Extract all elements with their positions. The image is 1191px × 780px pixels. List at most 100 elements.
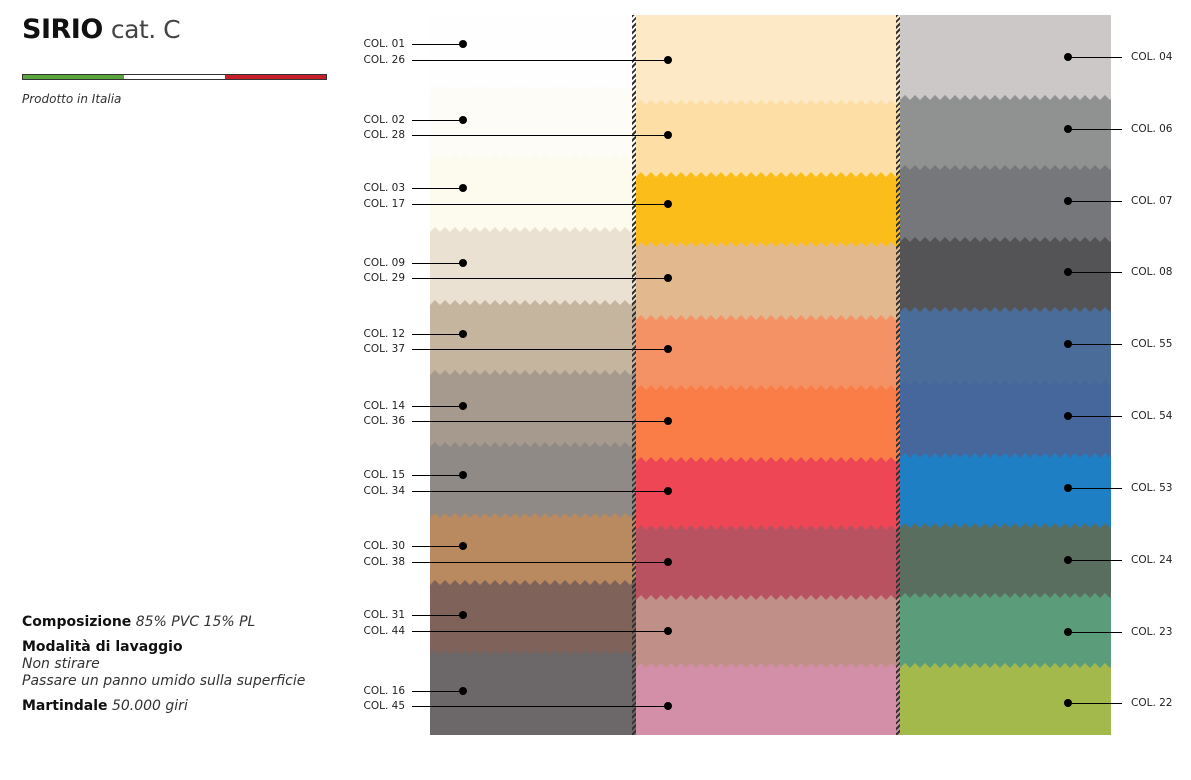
pinked-edge — [430, 300, 636, 305]
swatch-label: COL. 09 — [363, 257, 405, 269]
pinked-edge — [900, 307, 1111, 312]
marker-dot — [459, 184, 467, 192]
swatch-label: COL. 53 — [1131, 482, 1173, 494]
pinked-edge — [430, 650, 636, 655]
pinked-seam — [896, 15, 900, 735]
pinked-edge — [900, 95, 1111, 100]
marker-dot — [664, 417, 672, 425]
marker-dot — [459, 471, 467, 479]
leader-line — [412, 349, 668, 350]
swatch-col02 — [430, 85, 636, 160]
swatch-col22 — [900, 663, 1111, 735]
swatch-label: COL. 22 — [1131, 697, 1173, 709]
swatch-label: COL. 12 — [363, 328, 405, 340]
pinked-edge — [430, 155, 636, 160]
swatch-label: COL. 28 — [363, 129, 405, 141]
washing-line1: Non stirare — [22, 656, 100, 672]
leader-line — [1068, 57, 1122, 58]
swatch-label: COL. 02 — [363, 114, 405, 126]
leader-line — [1068, 272, 1122, 273]
swatch-label: COL. 15 — [363, 469, 405, 481]
swatch-col15 — [430, 442, 636, 518]
swatch-label: COL. 38 — [363, 556, 405, 568]
leader-line — [1068, 488, 1122, 489]
swatch-col09 — [430, 227, 636, 305]
pinked-edge — [636, 315, 900, 320]
swatch-label: COL. 14 — [363, 400, 405, 412]
leader-line — [412, 421, 668, 422]
leader-line — [412, 562, 668, 563]
marker-dot — [664, 702, 672, 710]
marker-dot — [664, 345, 672, 353]
pinked-edge — [430, 513, 636, 518]
leader-line — [412, 204, 668, 205]
swatch-label: COL. 23 — [1131, 626, 1173, 638]
swatch-col01 — [430, 15, 636, 90]
marker-dot — [459, 259, 467, 267]
swatch-col07 — [900, 165, 1111, 242]
swatch-label: COL. 06 — [1131, 123, 1173, 135]
pinked-edge — [430, 227, 636, 232]
marker-dot — [664, 200, 672, 208]
swatch-label: COL. 26 — [363, 54, 405, 66]
swatch-label: COL. 37 — [363, 343, 405, 355]
pinked-edge — [636, 100, 900, 105]
pinked-edge — [636, 525, 900, 530]
pinked-edge — [430, 370, 636, 375]
leader-line — [1068, 416, 1122, 417]
washing-label: Modalità di lavaggio — [22, 639, 183, 655]
leader-line — [412, 263, 463, 264]
leader-line — [412, 334, 463, 335]
pinked-edge — [636, 457, 900, 462]
swatch-label: COL. 08 — [1131, 266, 1173, 278]
pinked-edge — [430, 580, 636, 585]
leader-line — [412, 631, 668, 632]
swatch-col38 — [636, 525, 900, 600]
swatch-label: COL. 30 — [363, 540, 405, 552]
leader-line — [412, 188, 463, 189]
marker-dot — [664, 131, 672, 139]
flag-red — [225, 75, 326, 79]
swatch-col03 — [430, 155, 636, 232]
leader-line — [412, 615, 463, 616]
leader-line — [412, 406, 463, 407]
pinked-edge — [636, 663, 900, 668]
swatch-col29 — [636, 242, 900, 320]
swatch-label: COL. 01 — [363, 38, 405, 50]
leader-line — [412, 706, 668, 707]
swatch-label: COL. 36 — [363, 415, 405, 427]
marker-dot — [664, 558, 672, 566]
swatch-col44 — [636, 595, 900, 668]
title-product: SIRIO — [22, 14, 103, 45]
pinked-edge — [900, 453, 1111, 458]
swatch-col24 — [900, 523, 1111, 598]
pinked-edge — [900, 237, 1111, 242]
leader-line — [412, 44, 463, 45]
pinked-edge — [900, 523, 1111, 528]
swatch-col31 — [430, 580, 636, 655]
marker-dot — [459, 330, 467, 338]
marker-dot — [459, 687, 467, 695]
swatch-col45 — [636, 663, 900, 735]
swatch-col16 — [430, 650, 636, 735]
marker-dot — [664, 56, 672, 64]
swatch-label: COL. 17 — [363, 198, 405, 210]
leader-line — [1068, 703, 1122, 704]
made-in-italy: Prodotto in Italia — [22, 92, 122, 106]
swatch-label: COL. 31 — [363, 609, 405, 621]
marker-dot — [459, 116, 467, 124]
marker-dot — [664, 274, 672, 282]
leader-line — [1068, 632, 1122, 633]
martindale-label: Martindale — [22, 698, 108, 714]
pinked-seam — [632, 15, 636, 735]
marker-dot — [459, 402, 467, 410]
leader-line — [412, 475, 463, 476]
swatch-col53 — [900, 453, 1111, 528]
pinked-edge — [636, 242, 900, 247]
swatch-col54 — [900, 380, 1111, 458]
swatch-label: COL. 03 — [363, 182, 405, 194]
swatch-label: COL. 34 — [363, 485, 405, 497]
swatch-col23 — [900, 593, 1111, 668]
swatch-col28 — [636, 100, 900, 177]
leader-line — [1068, 129, 1122, 130]
